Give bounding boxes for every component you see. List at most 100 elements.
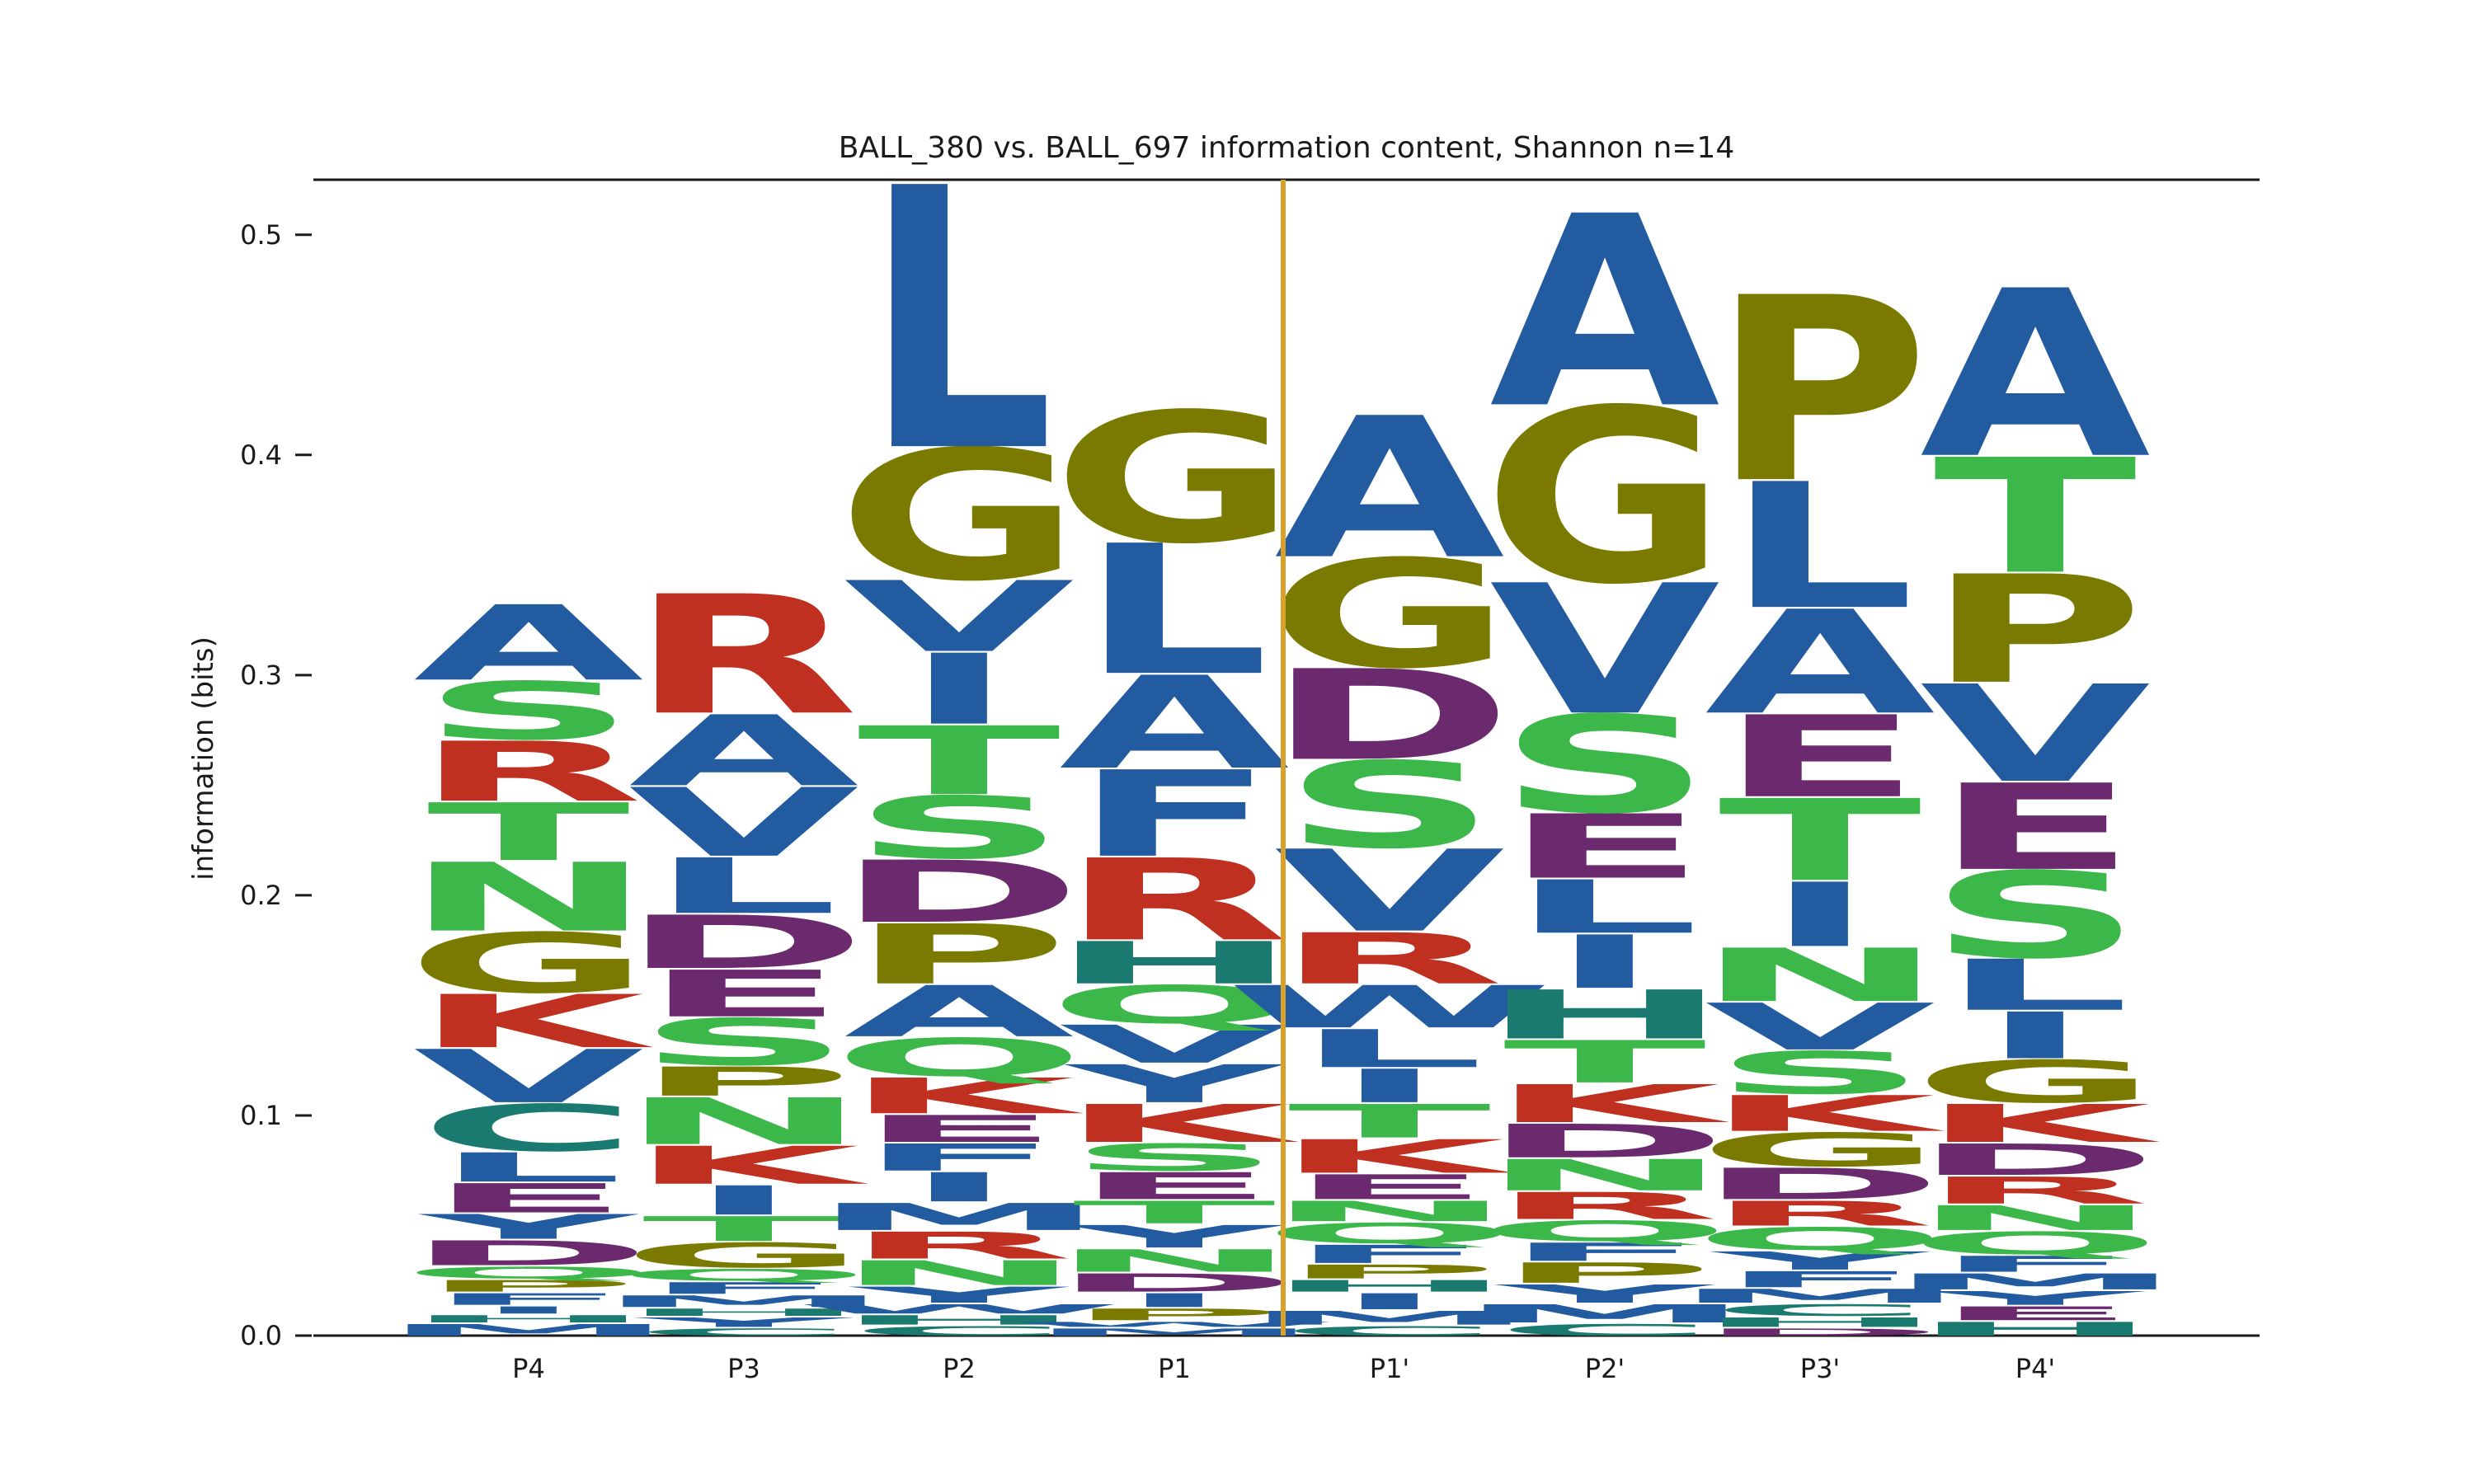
logo-stacks: MHIFPQDYELCVKGNTRSACYHMFQGTIKNPSEDLVARCH… bbox=[380, 113, 2184, 1339]
logo-letter: P bbox=[1281, 1261, 1499, 1283]
logo-letter: T bbox=[1934, 426, 2138, 609]
logo-letter: I bbox=[1334, 1059, 1445, 1113]
logo-letter: D bbox=[1266, 644, 1513, 789]
logo-letter: P bbox=[1496, 1257, 1714, 1289]
y-tick-label: 0.5 bbox=[240, 219, 282, 251]
logo-letter: P bbox=[1926, 544, 2145, 717]
logo-letter: G bbox=[1483, 359, 1728, 637]
logo-letter: M bbox=[380, 1321, 677, 1339]
logo-letter: K bbox=[1059, 1094, 1301, 1154]
x-tick-label: P4 bbox=[512, 1353, 545, 1384]
logo-letter: Q bbox=[832, 1027, 1085, 1087]
logo-letter: E bbox=[1073, 1165, 1277, 1208]
logo-letter: V bbox=[628, 768, 861, 878]
logo-letter: Q bbox=[1908, 1225, 2161, 1261]
logo-letter: S bbox=[1498, 688, 1712, 844]
logo-letter: H bbox=[1265, 1277, 1514, 1295]
logo-letter: A bbox=[1489, 161, 1722, 467]
logo-letter: Y bbox=[416, 1207, 640, 1247]
logo-letter: R bbox=[1275, 918, 1504, 1000]
logo-letter: H bbox=[1696, 1315, 1945, 1330]
logo-letter: E bbox=[1503, 796, 1707, 899]
logo-letter: I bbox=[1980, 998, 2091, 1073]
y-tick-label: 0.0 bbox=[240, 1320, 282, 1351]
logo-letter: G bbox=[837, 413, 1082, 621]
x-tick-label: P2 bbox=[943, 1353, 976, 1384]
logo-letter: S bbox=[852, 778, 1066, 878]
logo-letter: D bbox=[835, 843, 1083, 942]
logo-letter: I bbox=[1334, 1289, 1445, 1314]
logo-letter: V bbox=[413, 1035, 646, 1120]
logo-letter: T bbox=[642, 1209, 847, 1249]
logo-letter: A bbox=[1059, 650, 1291, 798]
logo-letter: L bbox=[649, 843, 839, 932]
logo-letter: Q bbox=[1478, 1215, 1731, 1247]
logo-letter: G bbox=[1052, 375, 1297, 583]
x-tick-label: P3' bbox=[1800, 1353, 1840, 1384]
logo-letter: K bbox=[628, 1135, 871, 1195]
logo-letter: K bbox=[1705, 1086, 1947, 1143]
logo-letter: L bbox=[1510, 865, 1700, 950]
logo-letter: S bbox=[421, 666, 636, 758]
logo-letter: D bbox=[405, 1233, 652, 1273]
logo-letter: E bbox=[642, 956, 846, 1031]
y-axis-label: information (bits) bbox=[187, 636, 220, 881]
logo-letter: Y bbox=[847, 1282, 1070, 1308]
logo-letter: Q bbox=[402, 1264, 655, 1282]
logo-letter: Q bbox=[1263, 1217, 1516, 1249]
logo-letter: D bbox=[1696, 1159, 1944, 1209]
logo-letter: N bbox=[1911, 1199, 2160, 1238]
logo-letter: P bbox=[1065, 1306, 1284, 1324]
logo-letter: L bbox=[1940, 945, 2130, 1026]
y-axis-ticks: 0.0 0.1 0.2 0.3 0.4 0.5 bbox=[240, 219, 312, 1351]
logo-letter: T bbox=[1719, 776, 1923, 906]
logo-letter: F bbox=[1073, 746, 1277, 884]
logo-letter: V bbox=[1489, 547, 1722, 754]
logo-letter: A bbox=[628, 696, 861, 809]
logo-letter: A bbox=[1920, 242, 2152, 510]
logo-letter: R bbox=[629, 561, 858, 751]
logo-letter: N bbox=[1480, 1150, 1729, 1200]
logo-letter: C bbox=[1280, 1324, 1498, 1339]
logo-letter: F bbox=[1288, 1240, 1492, 1269]
logo-letter: F bbox=[642, 1280, 846, 1298]
chart-title: BALL_380 vs. BALL_697 information conten… bbox=[839, 131, 1735, 165]
logo-letter: V bbox=[1274, 827, 1507, 957]
logo-letter: T bbox=[858, 707, 1062, 816]
logo-letter: I bbox=[689, 1177, 799, 1223]
x-tick-label: P4' bbox=[2015, 1353, 2055, 1384]
logo-letter: F bbox=[1503, 1237, 1707, 1266]
logo-letter: W bbox=[795, 1302, 1123, 1317]
logo-letter: R bbox=[1705, 1194, 1935, 1233]
logo-letter: N bbox=[1696, 933, 1945, 1018]
logo-letter: K bbox=[1920, 1094, 2162, 1154]
logo-letter: T bbox=[1503, 1029, 1708, 1097]
logo-letter: R bbox=[1921, 1169, 2150, 1212]
logo-letter: I bbox=[904, 634, 1014, 747]
y-tick-label: 0.1 bbox=[240, 1100, 282, 1131]
logo-letter: D bbox=[1051, 1269, 1298, 1298]
logo-letter: I bbox=[904, 1164, 1014, 1210]
logo-letter: A bbox=[844, 971, 1076, 1053]
logo-letter: G bbox=[622, 1236, 867, 1275]
logo-letter: H bbox=[1480, 976, 1729, 1054]
logo-letter: I bbox=[473, 1304, 584, 1316]
logo-letter: I bbox=[1765, 864, 1875, 967]
logo-letter: S bbox=[1928, 847, 2142, 984]
logo-letter: K bbox=[1489, 1074, 1732, 1134]
logo-letter: V bbox=[1059, 1014, 1291, 1074]
x-tick-label: P1 bbox=[1158, 1353, 1191, 1384]
logo-letter: C bbox=[634, 1327, 853, 1338]
logo-letter: C bbox=[1710, 1301, 1929, 1319]
x-tick-label: P2' bbox=[1585, 1353, 1625, 1384]
logo-letter: P bbox=[850, 908, 1069, 1003]
logo-letter: F bbox=[858, 1136, 1061, 1179]
logo-letter: M bbox=[1026, 1327, 1323, 1338]
logo-letter: H bbox=[835, 1313, 1084, 1327]
logo-letter: L bbox=[864, 113, 1054, 532]
